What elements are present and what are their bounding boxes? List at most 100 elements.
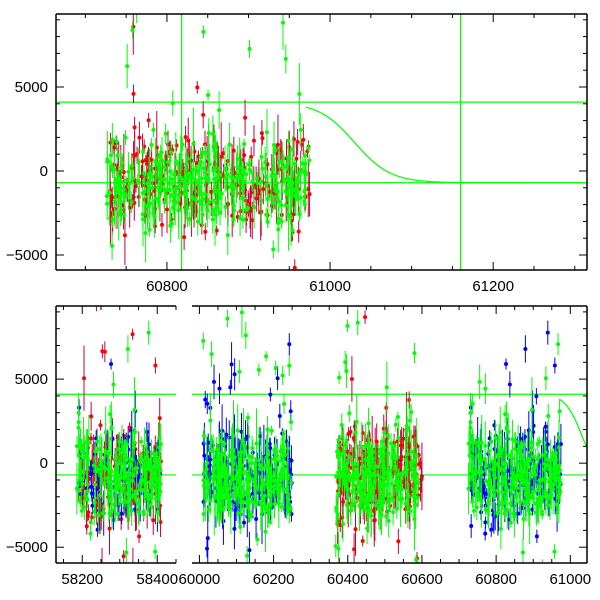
data-point xyxy=(393,464,398,469)
data-point xyxy=(120,160,125,165)
data-point xyxy=(393,422,398,427)
data-point xyxy=(144,178,149,183)
data-point xyxy=(350,490,355,495)
data-point xyxy=(266,452,271,457)
data-point xyxy=(344,502,349,507)
data-point xyxy=(254,196,259,201)
data-point xyxy=(260,466,265,471)
data-point xyxy=(419,477,424,482)
data-point xyxy=(471,440,476,445)
data-point xyxy=(297,171,302,176)
data-point xyxy=(495,461,500,466)
data-point xyxy=(267,484,272,489)
data-point xyxy=(113,185,118,190)
data-point xyxy=(349,376,354,381)
data-point xyxy=(283,56,288,61)
x-tick-label: 61200 xyxy=(472,278,514,295)
data-point xyxy=(493,435,498,440)
data-point xyxy=(340,521,345,526)
data-point xyxy=(340,515,345,520)
data-point xyxy=(211,449,216,454)
data-point xyxy=(263,175,268,180)
data-point xyxy=(118,208,123,213)
data-point xyxy=(110,243,115,248)
data-point xyxy=(205,461,210,466)
data-point xyxy=(212,143,217,148)
data-point xyxy=(117,439,122,444)
data-point xyxy=(170,205,175,210)
x-tick-label: 61000 xyxy=(309,278,351,295)
data-point xyxy=(203,229,208,234)
data-point xyxy=(129,199,134,204)
data-point xyxy=(210,217,215,222)
data-point xyxy=(483,531,488,536)
data-point xyxy=(131,91,136,96)
data-point xyxy=(107,190,112,195)
data-point xyxy=(211,467,216,472)
data-point xyxy=(125,500,130,505)
data-point xyxy=(201,478,206,483)
data-point xyxy=(170,101,175,106)
data-point xyxy=(85,497,90,502)
data-point xyxy=(503,460,508,465)
data-point xyxy=(295,139,300,144)
data-point xyxy=(407,444,412,449)
y-tick-label: −5000 xyxy=(6,247,48,264)
data-point xyxy=(277,414,282,419)
data-point xyxy=(263,182,268,187)
data-point xyxy=(340,434,345,439)
data-point xyxy=(241,167,246,172)
data-point xyxy=(105,201,110,206)
data-point xyxy=(160,222,165,227)
data-point xyxy=(266,519,271,524)
data-point xyxy=(535,457,540,462)
data-point xyxy=(273,365,278,370)
data-point xyxy=(172,172,177,177)
data-point xyxy=(78,438,83,443)
data-point xyxy=(224,432,229,437)
data-point xyxy=(150,186,155,191)
data-point xyxy=(506,453,511,458)
y-tick-label: 0 xyxy=(40,455,48,472)
data-point xyxy=(245,415,250,420)
data-point xyxy=(206,156,211,161)
data-point xyxy=(169,177,174,182)
data-point xyxy=(283,452,288,457)
y-tick-label: 5000 xyxy=(15,79,48,96)
data-point xyxy=(292,265,297,270)
data-point xyxy=(387,499,392,504)
x-tick-label: 60000 xyxy=(179,571,221,588)
data-point xyxy=(531,495,536,500)
data-point xyxy=(274,189,279,194)
data-point xyxy=(362,492,367,497)
data-point xyxy=(254,516,259,521)
data-point xyxy=(262,493,267,498)
data-point xyxy=(119,511,124,516)
data-point xyxy=(158,489,163,494)
data-point xyxy=(203,192,208,197)
data-point xyxy=(521,516,526,521)
data-point xyxy=(378,447,383,452)
data-point xyxy=(352,501,357,506)
data-point xyxy=(118,485,123,490)
data-point xyxy=(165,207,170,212)
data-point xyxy=(288,506,293,511)
data-point xyxy=(121,554,126,559)
data-point xyxy=(336,546,341,551)
data-point xyxy=(365,467,370,472)
data-point xyxy=(344,368,349,373)
data-point xyxy=(510,437,515,442)
data-point xyxy=(476,469,481,474)
data-point xyxy=(114,139,119,144)
data-point xyxy=(137,457,142,462)
data-point xyxy=(129,462,134,467)
data-point xyxy=(297,212,302,217)
data-point xyxy=(521,486,526,491)
data-point xyxy=(337,375,342,380)
data-point xyxy=(297,91,302,96)
series-green-cluster xyxy=(201,306,294,563)
data-point xyxy=(403,457,408,462)
data-point xyxy=(114,455,119,460)
data-point xyxy=(470,499,475,504)
data-point xyxy=(303,153,308,158)
